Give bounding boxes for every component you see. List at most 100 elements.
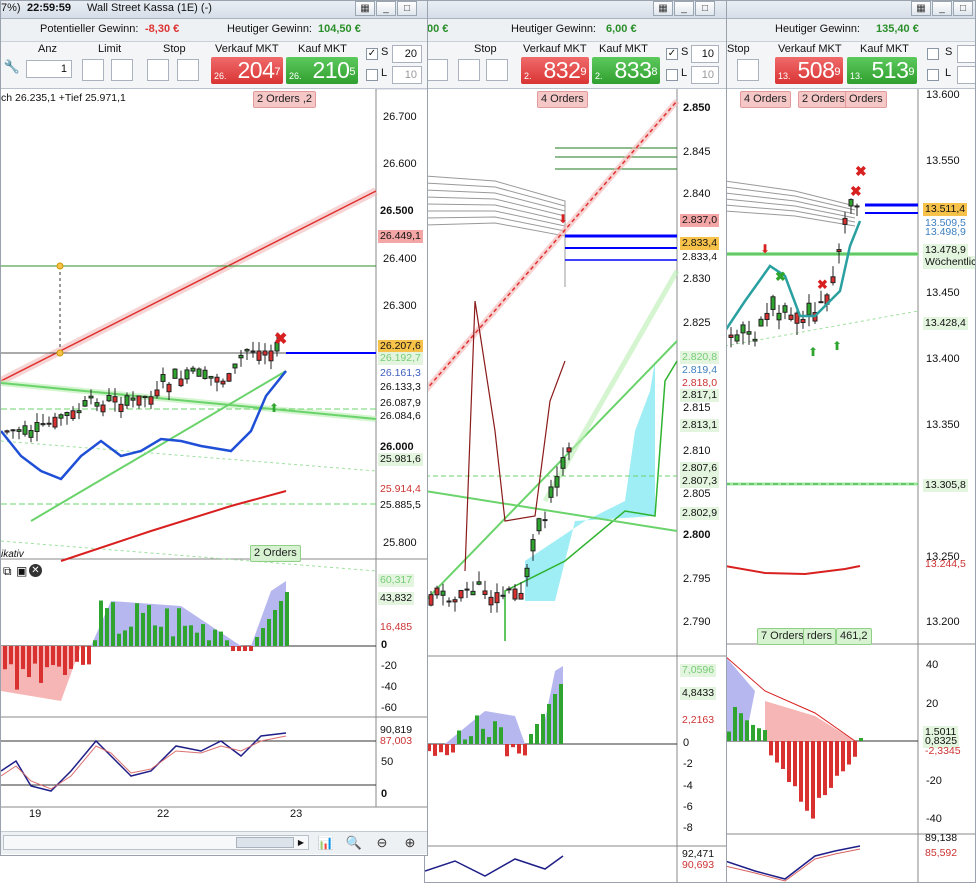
candle-body — [172, 368, 178, 379]
orders-tag-a[interactable]: 4 Orders — [740, 91, 791, 108]
macd-bar — [511, 744, 515, 748]
zoom-fit-icon[interactable]: 🔍 — [345, 835, 363, 850]
orders-tag-bottom-b[interactable]: rders — [803, 628, 837, 645]
limit-checkbox[interactable] — [927, 69, 939, 81]
macd-bar — [499, 727, 503, 744]
macd-bar — [33, 646, 37, 664]
buy-price: 8338 — [614, 57, 658, 83]
potential-gain-label: Potentieller Gewinn: — [40, 23, 139, 35]
minimize-icon[interactable]: _ — [376, 1, 396, 16]
stop-checkbox[interactable]: ✓ — [666, 48, 678, 60]
chart-settings-icon[interactable]: 📊 — [317, 835, 335, 850]
candle-body — [746, 331, 752, 335]
buy-market-button[interactable]: 26. 2105 — [286, 57, 358, 84]
limit-checkbox[interactable] — [666, 69, 678, 81]
maximize-icon[interactable]: □ — [953, 1, 973, 16]
axis-label: 13.600 — [926, 89, 960, 101]
stoch-k — [1, 732, 287, 792]
stop-order-button-2[interactable] — [486, 59, 508, 81]
sell-market-button[interactable]: 26. 2047 — [211, 57, 283, 84]
stop-distance-input[interactable] — [957, 45, 975, 63]
candle-body — [124, 395, 130, 406]
orders-tag[interactable]: 2 Orders ,2 — [253, 91, 317, 108]
stop-distance-input[interactable]: 10 — [691, 45, 719, 63]
stop-buy-button[interactable] — [147, 59, 169, 81]
sell-arrow-marker: ⬇ — [760, 242, 770, 256]
horizontal-scrollbar[interactable]: ▶ — [3, 835, 309, 850]
scroll-right-icon[interactable]: ▶ — [297, 838, 305, 847]
zoom-out-icon[interactable]: ⊖ — [376, 835, 388, 850]
buy-price: 5139 — [871, 57, 915, 83]
axis-label: 26.700 — [383, 111, 417, 123]
candle-body — [446, 600, 452, 603]
stop-order-button[interactable] — [458, 59, 480, 81]
buy-arrow-marker: ⬆ — [269, 401, 279, 415]
candle-body — [166, 383, 172, 393]
scrollbar-thumb[interactable] — [236, 837, 294, 848]
orders-tag-bottom[interactable]: 7 Orders — [757, 628, 808, 645]
cross-marker: ✖ — [775, 269, 786, 284]
candle-body — [488, 596, 494, 606]
orders-tag-c[interactable]: Orders — [845, 91, 887, 108]
minimize-icon[interactable]: _ — [932, 1, 952, 16]
anchor-point — [56, 262, 64, 270]
axis-label: 2.800 — [683, 529, 711, 541]
stoch-tag: 87,003 — [380, 735, 413, 747]
price-tag: 2.837,0 — [680, 214, 720, 227]
price-tag: 2.818,0 — [682, 377, 718, 389]
maximize-icon[interactable]: □ — [397, 1, 417, 16]
window-icon[interactable]: ▣ — [16, 564, 28, 578]
limit-buy-button[interactable] — [82, 59, 104, 81]
orders-tag-bottom[interactable]: 2 Orders — [250, 545, 301, 562]
stop-checkbox-label: S — [381, 46, 389, 58]
limit-distance-input[interactable] — [957, 66, 975, 84]
candle-body — [854, 205, 860, 208]
stop-checkbox-label: S — [945, 46, 953, 58]
limit-checkbox[interactable] — [366, 69, 378, 81]
macd-bar — [195, 632, 199, 646]
candle-body — [22, 425, 28, 435]
limit-distance-input[interactable]: 10 — [691, 66, 719, 84]
stop-order-button[interactable] — [737, 59, 759, 81]
stop-sell-button[interactable] — [177, 59, 199, 81]
grid-icon[interactable]: ▦ — [355, 1, 375, 16]
grid-icon[interactable]: ▦ — [653, 1, 673, 16]
limit-distance-input[interactable]: 10 — [392, 66, 422, 84]
anchor-point — [56, 349, 64, 357]
close-icon[interactable]: ✕ — [29, 564, 42, 577]
orders-tag[interactable]: 4 Orders — [537, 91, 588, 108]
sell-price: 2047 — [237, 57, 281, 83]
sell-market-button[interactable]: 2. 8329 — [521, 57, 589, 84]
limit-column-label: Limit — [98, 43, 122, 55]
stop-distance-input[interactable]: 20 — [392, 45, 422, 63]
macd-bar — [165, 608, 169, 646]
macd-bar — [39, 646, 43, 683]
stop-checkbox[interactable]: ✓ — [366, 48, 378, 60]
restore-icon[interactable]: ⧉ — [3, 564, 12, 578]
grid-icon[interactable]: ▦ — [911, 1, 931, 16]
candle-body — [112, 396, 118, 403]
macd-tag: 60,317 — [378, 574, 415, 587]
orders-tag-bottom-c[interactable]: 461,2 — [836, 628, 872, 645]
stop-checkbox[interactable] — [927, 48, 939, 60]
quantity-input[interactable]: 1 — [26, 60, 72, 78]
sell-market-button[interactable]: 13. 5089 — [775, 57, 843, 84]
chart-1-canvas[interactable]: ✖⬆ — [1, 1, 428, 856]
buy-market-button[interactable]: 2. 8338 — [592, 57, 660, 84]
limit-sell-button[interactable] — [111, 59, 133, 81]
macd-bar — [541, 714, 545, 744]
minimize-icon[interactable]: _ — [674, 1, 694, 16]
price-tag: 26.207,6 — [378, 340, 423, 353]
orders-tag-b[interactable]: 2 Orders — [798, 91, 849, 108]
buy-market-button[interactable]: 13. 5139 — [847, 57, 917, 84]
wrench-icon[interactable]: 🔧 — [3, 59, 21, 74]
candle-body — [202, 369, 208, 380]
chart-3-canvas[interactable]: ✖ ✖ ✖ ✖ ⬆ ⬆ ⬇ — [725, 1, 976, 883]
zoom-in-icon[interactable]: ⊕ — [404, 835, 416, 850]
chart-2-canvas[interactable]: ⬇ — [425, 1, 727, 883]
date-label: 23 — [290, 808, 303, 820]
cross-marker: ✖ — [850, 183, 862, 199]
buy-price-prefix: 2. — [595, 71, 603, 81]
maximize-icon[interactable]: □ — [695, 1, 715, 16]
axis-label: 2.825 — [683, 317, 711, 329]
